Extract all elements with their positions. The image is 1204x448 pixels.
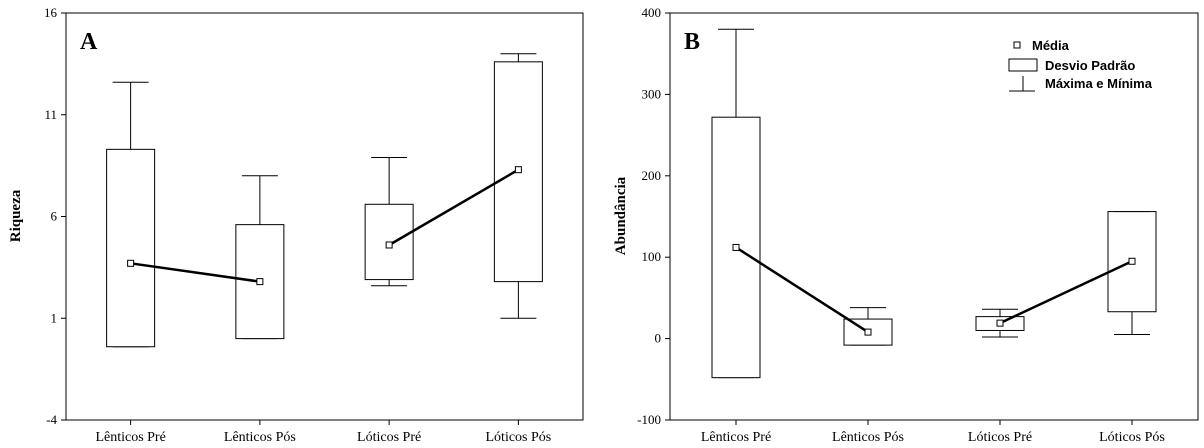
mean-marker [127, 259, 135, 267]
legend-sd-label: Desvio Padrão [1045, 58, 1135, 73]
y-tick-label: 400 [642, 5, 662, 20]
x-axis: Lênticos Pré Lênticos Pós Lóticos Pré Lótic… [701, 420, 1165, 445]
y-tick-label: 100 [642, 249, 662, 264]
sd-box [843, 318, 893, 346]
boxes [711, 28, 1157, 379]
mean-marker [864, 328, 872, 336]
mean-connector [999, 260, 1133, 325]
x-tick-label: Lóticos Pré [968, 430, 1032, 445]
legend-range-label: Máxima e Mínima [1045, 76, 1153, 91]
legend: Média Desvio Padrão Máxima e Mínima [1008, 38, 1153, 92]
y-tick-label: 200 [642, 168, 662, 183]
y-tick-label: -100 [637, 412, 661, 427]
x-tick-label: Lóticos Pós [486, 430, 552, 445]
y-axis: -100 0 100 200 300 400 [637, 5, 670, 427]
mean-marker [996, 319, 1004, 327]
x-tick-label: Lóticos Pós [1099, 430, 1165, 445]
panel-label: A [80, 29, 98, 55]
y-tick-label: -4 [46, 412, 57, 427]
mean-marker [385, 241, 393, 249]
mean-marker [732, 243, 740, 251]
legend-sd-swatch [1008, 58, 1038, 72]
y-tick-label: 300 [642, 86, 662, 101]
mean-marker [1128, 257, 1136, 265]
mean-marker [256, 278, 264, 286]
y-axis-title: Riqueza [8, 189, 24, 242]
mean-marker [514, 166, 522, 174]
panel-label: B [684, 29, 700, 55]
x-tick-label: Lóticos Pré [357, 430, 421, 445]
legend-mean-label: Média [1032, 38, 1070, 53]
x-axis: Lênticos Pré Lênticos Pós Lóticos Pré Lótic… [95, 420, 551, 445]
mean-connector [735, 246, 869, 334]
x-tick-label: Lênticos Pós [224, 430, 296, 445]
y-tick-label: 16 [44, 5, 58, 20]
mean-connector [388, 168, 520, 247]
mean-connector [130, 262, 261, 283]
y-tick-label: 6 [51, 209, 58, 224]
boxes [106, 53, 543, 348]
x-tick-label: Lênticos Pós [832, 430, 904, 445]
sd-box [106, 148, 156, 348]
y-tick-label: 0 [655, 331, 662, 346]
x-tick-label: Lênticos Pré [701, 430, 771, 445]
y-axis-title: Abundância [613, 176, 629, 255]
legend-mean-marker [1013, 41, 1021, 49]
x-tick-label: Lênticos Pré [95, 430, 165, 445]
y-tick-label: 11 [44, 107, 57, 122]
y-tick-label: 1 [51, 310, 58, 325]
plot-frame [669, 12, 1199, 421]
